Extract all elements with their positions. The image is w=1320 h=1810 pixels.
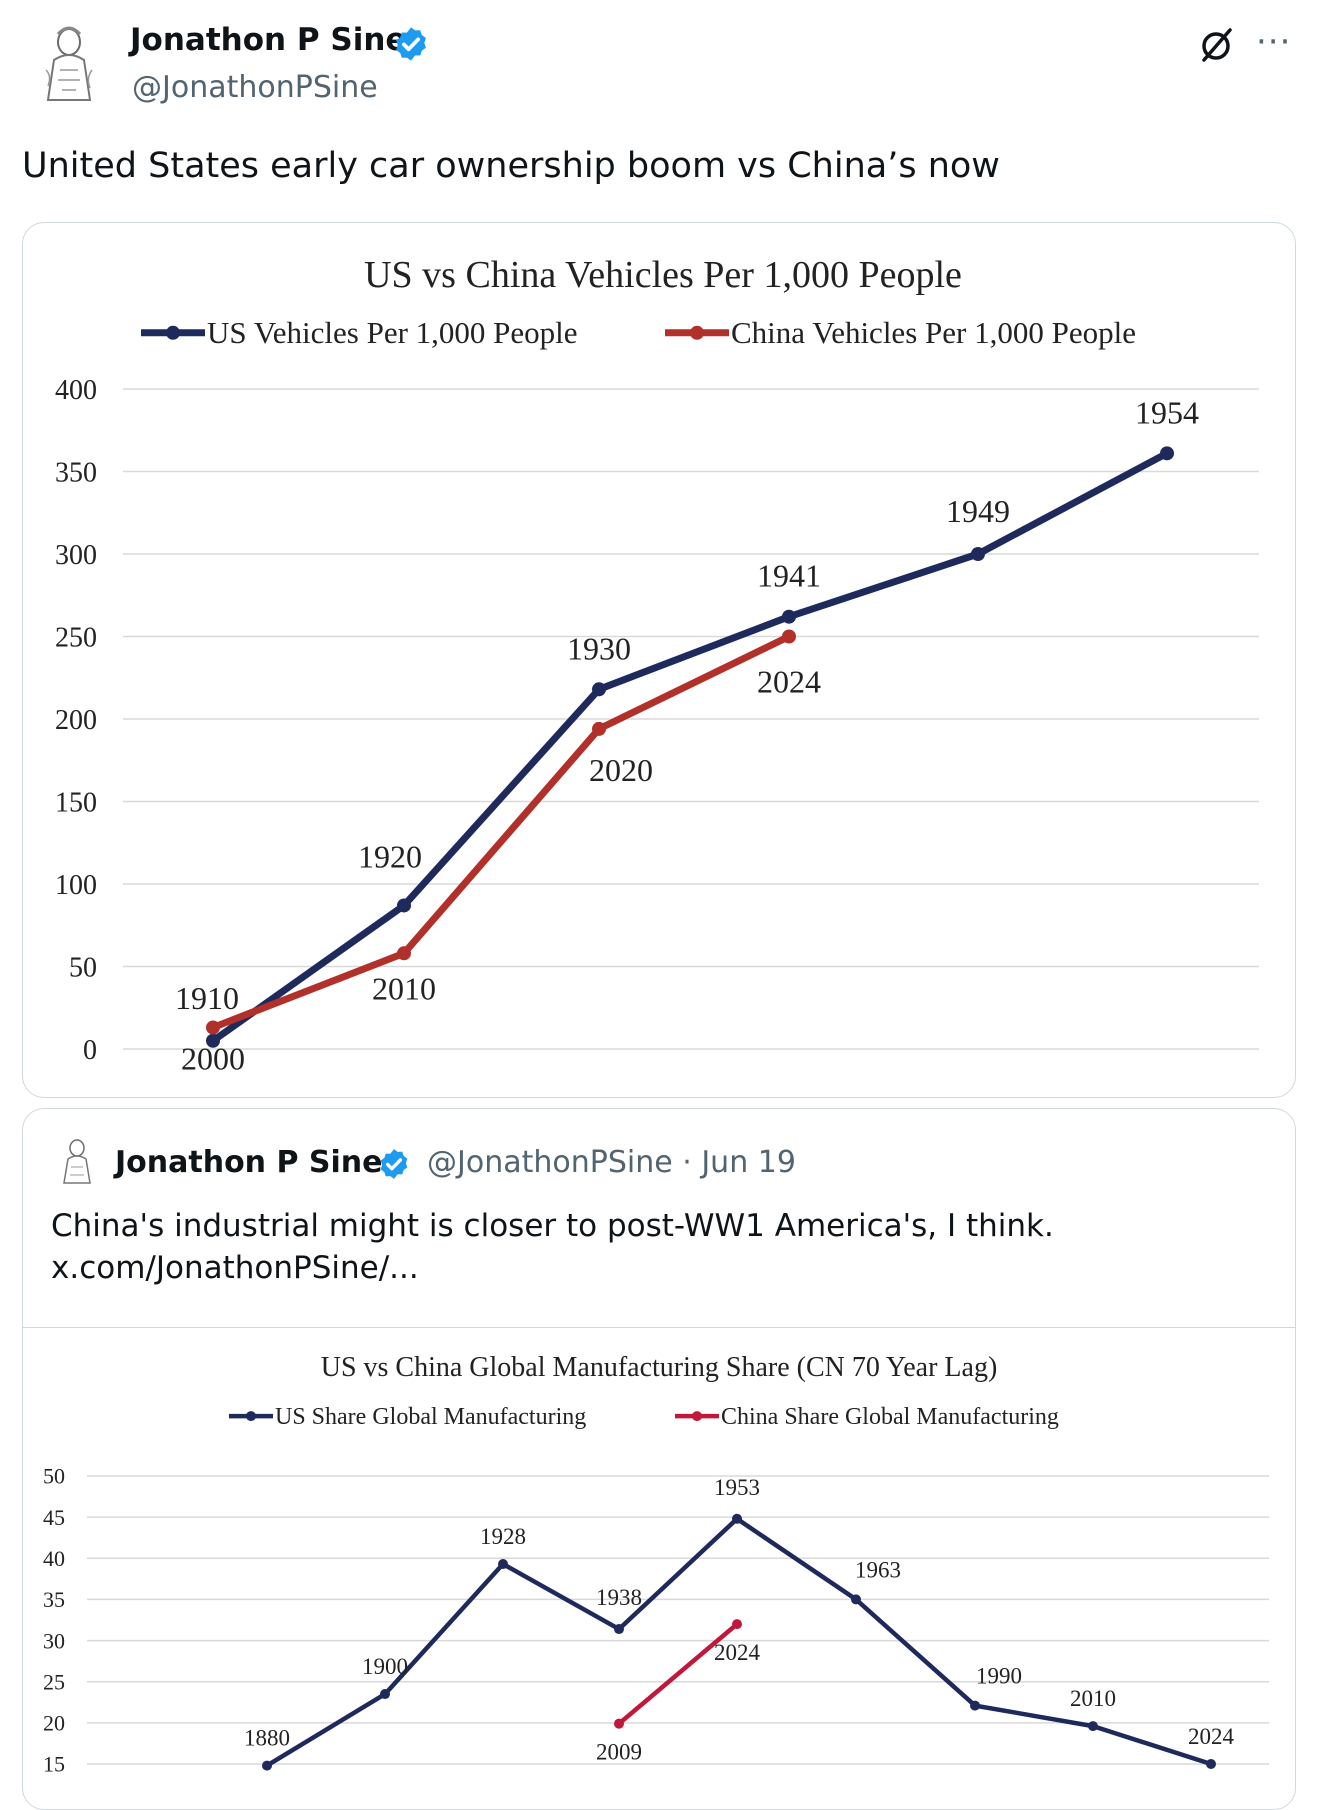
data-label: 1920 (358, 838, 422, 874)
quoted-text-line: China's industrial might is closer to po… (51, 1208, 1054, 1244)
quoted-link[interactable]: x.com/JonathonPSine/... (51, 1250, 419, 1286)
y-tick-label: 350 (55, 457, 97, 488)
data-label: 1990 (976, 1664, 1022, 1689)
data-point (732, 1619, 742, 1630)
legend-label: China Share Global Manufacturing (721, 1404, 1059, 1430)
data-point (397, 898, 411, 913)
legend-label: China Vehicles Per 1,000 People (731, 315, 1136, 350)
y-tick-label: 300 (55, 540, 97, 571)
data-label: 1900 (362, 1654, 408, 1679)
data-label: 1880 (244, 1726, 290, 1751)
data-label: 1953 (714, 1475, 760, 1500)
legend-marker (166, 325, 180, 340)
data-point (971, 547, 985, 561)
series-line (617, 1622, 739, 1726)
data-point (732, 1513, 742, 1524)
y-tick-label: 200 (55, 705, 97, 736)
chart-image-card[interactable]: US vs China Vehicles Per 1,000 People US … (22, 222, 1296, 1098)
y-tick-label: 100 (55, 870, 97, 901)
quoted-post[interactable]: Jonathon P Sine @JonathonPSine · Jun 19 … (22, 1108, 1296, 1810)
vehicles-chart: US vs China Vehicles Per 1,000 People US … (55, 254, 1259, 1077)
data-label: 2010 (1070, 1686, 1116, 1711)
quoted-date: Jun 19 (701, 1145, 796, 1180)
y-tick-label: 25 (43, 1669, 65, 1694)
series-line (210, 450, 1169, 1044)
post-text: United States early car ownership boom v… (22, 146, 1000, 186)
data-point (592, 721, 606, 736)
data-point (1206, 1759, 1216, 1769)
data-point (262, 1760, 272, 1771)
data-point (782, 609, 796, 624)
legend-marker (246, 1411, 256, 1422)
data-point (592, 682, 606, 697)
series-line (211, 633, 791, 1031)
chart-title: US vs China Global Manufacturing Share (… (321, 1352, 998, 1383)
data-label: 1963 (855, 1557, 901, 1582)
y-tick-label: 45 (43, 1505, 65, 1530)
data-point (498, 1559, 508, 1570)
data-point (970, 1700, 980, 1711)
data-label: 1928 (480, 1524, 526, 1549)
data-point (206, 1033, 220, 1048)
manufacturing-chart: US vs China Global Manufacturing Share (… (43, 1352, 1269, 1777)
y-tick-label: 20 (43, 1711, 65, 1736)
data-point (1088, 1721, 1098, 1732)
data-label: 2024 (757, 664, 821, 700)
author-handle[interactable]: @JonathonPSine (132, 70, 378, 105)
y-tick-label: 250 (55, 622, 97, 653)
data-point (1160, 446, 1174, 461)
data-label: 2024 (714, 1640, 761, 1665)
data-point (380, 1689, 390, 1700)
data-point (851, 1594, 861, 1605)
y-tick-label: 40 (43, 1546, 65, 1571)
quoted-chart-image[interactable]: US vs China Global Manufacturing Share (… (23, 1327, 1295, 1809)
quoted-author-name: Jonathon P Sine (115, 1145, 383, 1180)
data-label: 1949 (946, 493, 1010, 529)
quoted-verified-badge-icon (380, 1149, 408, 1179)
data-label: 1954 (1135, 394, 1199, 430)
legend-label: US Vehicles Per 1,000 People (207, 315, 578, 350)
data-label: 1941 (757, 558, 821, 594)
data-label: 2010 (372, 970, 436, 1006)
data-point (782, 629, 796, 644)
chart-title: US vs China Vehicles Per 1,000 People (364, 254, 962, 296)
y-tick-label: 50 (43, 1464, 65, 1489)
data-label: 2020 (589, 752, 653, 788)
data-label: 1910 (175, 980, 239, 1016)
data-label: 2024 (1188, 1724, 1235, 1749)
quoted-author-avatar (63, 1139, 91, 1184)
data-point (614, 1624, 624, 1635)
y-tick-label: 35 (43, 1587, 65, 1612)
grok-icon[interactable] (1196, 24, 1236, 64)
more-options-icon[interactable]: ··· (1256, 22, 1292, 62)
data-label: 1930 (567, 630, 631, 666)
data-point (397, 946, 411, 961)
legend-marker (692, 1411, 702, 1422)
data-point (614, 1718, 624, 1729)
quoted-separator: · (682, 1145, 692, 1180)
author-name[interactable]: Jonathon P Sine (130, 22, 407, 58)
y-tick-label: 30 (43, 1628, 65, 1653)
data-label: 2000 (181, 1041, 245, 1077)
legend-label: US Share Global Manufacturing (275, 1404, 586, 1430)
verified-badge-icon (396, 27, 426, 61)
quoted-author-handle: @JonathonPSine (427, 1145, 673, 1180)
y-tick-label: 150 (55, 787, 97, 818)
data-label: 2009 (596, 1740, 642, 1765)
quoted-post-text: China's industrial might is closer to po… (51, 1205, 1251, 1289)
data-point (206, 1020, 220, 1035)
quoted-handle-and-date: @JonathonPSine · Jun 19 (427, 1145, 796, 1180)
y-tick-label: 0 (83, 1035, 97, 1066)
y-tick-label: 15 (43, 1752, 65, 1777)
data-label: 1938 (596, 1585, 642, 1610)
y-tick-label: 400 (55, 375, 97, 406)
y-tick-label: 50 (69, 952, 97, 983)
author-avatar[interactable] (38, 20, 100, 106)
legend-marker (690, 325, 704, 340)
